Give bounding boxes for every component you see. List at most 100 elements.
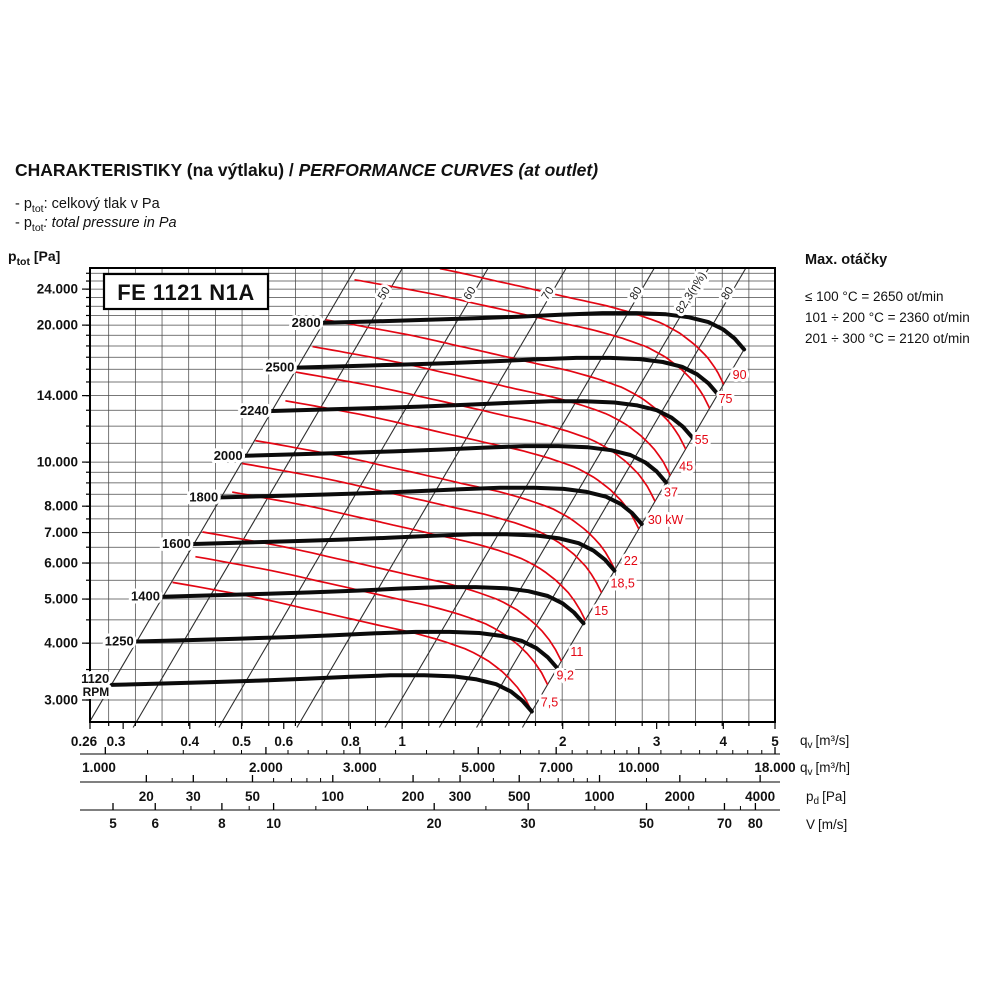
rpm-curve-1250 (134, 629, 560, 671)
power-label-37kW: 37 (664, 485, 678, 499)
x-m3s-tick-0.8: 0.8 (341, 734, 360, 749)
x-m3s-tick-0.5: 0.5 (232, 734, 251, 749)
efficiency-line-60 (218, 267, 489, 728)
efficiency-label-4-823: 82,3(η%) (674, 270, 709, 316)
unit-label-pd: pd [Pa] (806, 789, 846, 807)
efficiency-boundary-right (521, 349, 745, 728)
ruler-pd-tick-20: 20 (139, 789, 154, 804)
max-speed-title: Max. otáčky (805, 252, 888, 268)
rpm-label-1400: 1400 (131, 589, 160, 604)
y-tick-10000: 10.000 (37, 455, 78, 470)
ruler-pd-tick-30: 30 (186, 789, 201, 804)
power-label-11kW: 11 (570, 645, 583, 659)
rpm-curve-2000 (243, 444, 669, 485)
x-m3s-tick-2: 2 (559, 734, 567, 749)
y-tick-8000: 8.000 (44, 499, 78, 514)
x-m3s-tick-1: 1 (398, 734, 406, 749)
ruler-pd: 20 30 50 100 200 300 500 1000 2000 4000 (80, 775, 780, 804)
efficiency-boundary-left (89, 267, 357, 722)
max-speed-line-0: ≤ 100 °C = 2650 ot/min (805, 289, 944, 304)
ruler-m3h-tick-10000: 10.000 (618, 760, 659, 775)
power-curve-45kW (312, 345, 671, 476)
power-label-30kW: 30 kW (648, 513, 684, 527)
ruler-m3h: 1.000 2.000 3.000 5.000 7.000 10.000 18.000 (80, 747, 796, 775)
efficiency-line-70 (296, 267, 567, 728)
rpm-curve-1600 (191, 532, 617, 573)
ruler-pd-tick-200: 200 (402, 789, 425, 804)
ruler-v-tick-70: 70 (717, 816, 732, 831)
y-tick-5000: 5.000 (44, 592, 78, 607)
max-speed-lines: ≤ 100 °C = 2650 ot/min 101 ÷ 200 °C = 236… (805, 286, 995, 349)
ruler-pd-tick-500: 500 (508, 789, 531, 804)
max-speed-line-2: 201 ÷ 300 °C = 2120 ot/min (805, 331, 970, 346)
note-ptot-en: - ptot: total pressure in Pa (15, 215, 177, 234)
power-curve-55kW (325, 318, 687, 450)
power-curve-22kW (255, 439, 616, 571)
power-curve-9.2kW (195, 555, 549, 685)
max-speed-line-1: 101 ÷ 200 °C = 2360 ot/min (805, 310, 970, 325)
ruler-pd-tick-50: 50 (245, 789, 260, 804)
ruler-m3h-tick-2000: 2.000 (249, 760, 283, 775)
y-tick-3000: 3.000 (44, 693, 78, 708)
page-title-divider: / (284, 160, 299, 180)
ruler-m3h-tick-18000: 18.000 (754, 760, 795, 775)
model-badge-text: FE 1121 N1A (117, 280, 255, 305)
power-curve-75kW (354, 278, 711, 409)
power-label-45kW: 45 (679, 459, 693, 473)
ruler-pd-tick-100: 100 (322, 789, 345, 804)
power-label-55kW: 55 (695, 433, 709, 447)
ruler-m3h-tick-3000: 3.000 (343, 760, 377, 775)
y-axis-title: ptot [Pa] (8, 248, 61, 268)
rpm-label-2000: 2000 (214, 448, 243, 463)
ruler-v-tick-80: 80 (748, 816, 763, 831)
ruler-v-tick-50: 50 (639, 816, 654, 831)
power-label-9.2kW: 9,2 (557, 669, 574, 683)
x-axis-m3s-labels: 0.26 0.3 0.4 0.5 0.6 0.8 1 2 3 4 5 (71, 734, 779, 749)
power-label-22kW: 22 (624, 554, 638, 568)
rpm-curve-2800 (321, 311, 747, 352)
power-curve-30kW (285, 399, 640, 530)
rpm-curve-1120 (109, 673, 534, 714)
page-title: CHARAKTERISTIKY (na výtlaku) / PERFORMAN… (15, 160, 598, 181)
ruler-m3h-tick-7000: 7.000 (539, 760, 573, 775)
frame-ticks (82, 272, 776, 729)
power-curve-15kW (232, 491, 587, 621)
y-tick-labels: 3.000 4.000 5.000 6.000 7.000 8.000 10.000 14.0… (37, 282, 78, 708)
y-tick-14000: 14.000 (37, 388, 78, 403)
ruler-pd-tick-2000: 2000 (665, 789, 695, 804)
ruler-v: 5 6 8 10 20 30 50 70 80 (80, 803, 780, 831)
ruler-pd-tick-4000: 4000 (745, 789, 775, 804)
model-badge: FE 1121 N1A (102, 272, 270, 311)
unit-label-m3s: qv [m³/s] (800, 733, 849, 751)
ruler-v-tick-5: 5 (109, 816, 117, 831)
ruler-pd-tick-1000: 1000 (585, 789, 615, 804)
rpm-label-2800: 2800 (292, 315, 321, 330)
y-tick-6000: 6.000 (44, 556, 78, 571)
rpm-label-1120: 1120 (81, 671, 109, 686)
x-m3s-tick-0.6: 0.6 (274, 734, 293, 749)
x-m3s-tick-0.26: 0.26 (71, 734, 98, 749)
rpm-label-1250: 1250 (105, 634, 134, 649)
x-m3s-tick-3: 3 (653, 734, 661, 749)
efficiency-line-823 (438, 267, 710, 728)
rpm-label-1800: 1800 (189, 489, 218, 504)
y-tick-7000: 7.000 (44, 525, 78, 540)
rpm-curve-1800 (219, 485, 644, 526)
rpm-curve-1400 (161, 585, 586, 626)
power-label-90kW: 90 (733, 368, 747, 382)
power-curve-18.5kW (242, 462, 603, 593)
x-m3s-tick-0.4: 0.4 (180, 734, 199, 749)
ruler-m3h-tick-1000: 1.000 (82, 760, 116, 775)
power-label-15kW: 15 (594, 604, 608, 618)
rpm-label-2240: 2240 (240, 403, 269, 418)
page-title-main: CHARAKTERISTIKY (na výtlaku) (15, 160, 285, 180)
note-ptot-cs: - ptot: celkový tlak v Pa (15, 196, 160, 215)
power-curve-11kW (202, 531, 563, 662)
plot-frame (89, 267, 776, 723)
rpm-label-2500: 2500 (265, 360, 294, 375)
unit-label-v: V [m/s] (806, 817, 847, 832)
